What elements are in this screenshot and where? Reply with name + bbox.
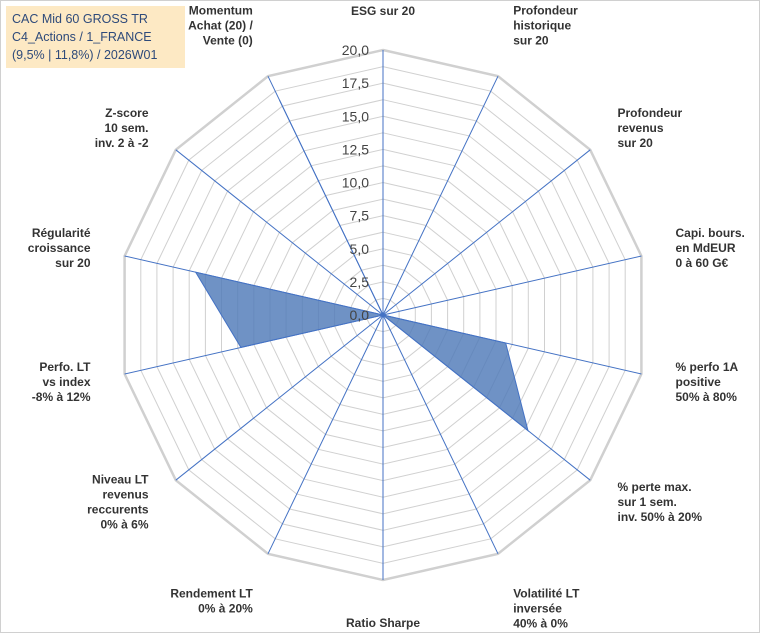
axis-label-line: -8% à 12% — [32, 390, 91, 404]
tick-label: 0,0 — [350, 307, 370, 323]
axis-label: Profondeur historique sur 20 — [513, 4, 578, 48]
axis-label-line: Vente (0) — [203, 34, 253, 48]
axis-label-line: revenus — [102, 488, 148, 502]
axis-label-line: % perte max. — [618, 480, 692, 494]
axis-label-line: 0 à 60 G€ — [676, 256, 729, 270]
axis-label-line: reccurents — [87, 503, 149, 517]
tick-label: 5,0 — [350, 241, 370, 257]
axis-label-line: Ratio Sharpe — [346, 616, 420, 630]
axis-label-line: Rendement LT — [170, 586, 253, 600]
axis-label-line: inv. 2 à -2 — [95, 136, 149, 150]
axis-label-line: sur 20 — [618, 136, 654, 150]
axis-label-line: sur 1 sem. — [618, 495, 677, 509]
axis-label-line: historique — [513, 19, 571, 33]
axis-spoke — [382, 255, 642, 316]
axis-label-line: Profondeur — [618, 106, 683, 120]
tick-label: 2,5 — [350, 274, 370, 290]
axis-spoke — [382, 149, 591, 316]
axis-spoke — [175, 314, 384, 481]
axis-label-line: Achat (20) / — [188, 19, 253, 33]
tick-label: 20,0 — [342, 42, 369, 58]
tick-label: 7,5 — [350, 208, 370, 224]
axis-label-line: Profondeur — [513, 4, 578, 18]
axis-label: Perfo. LT vs index -8% à 12% — [32, 360, 91, 404]
axis-spoke — [382, 314, 499, 555]
axis-label-line: Z-score — [105, 106, 149, 120]
chart-title-line-2: C4_Actions / 1_FRANCE — [12, 30, 152, 44]
axis-label-line: en MdEUR — [676, 241, 736, 255]
axis-label-line: Perfo. LT — [39, 360, 91, 374]
axis-label: Rendement LT 0% à 20% — [170, 586, 253, 615]
axis-label-line: positive — [676, 375, 722, 389]
axis-spoke — [382, 75, 499, 316]
axis-label: Profondeur revenus sur 20 — [618, 106, 683, 150]
chart-title-line-1: CAC Mid 60 GROSS TR — [12, 12, 148, 26]
axis-spoke — [175, 149, 384, 316]
axis-label-line: Note — [370, 0, 397, 3]
axis-label-line: Capi. bours. — [676, 226, 745, 240]
axis-spoke — [267, 314, 384, 555]
axis-label: Volatilité LT inversée 40% à 0% — [513, 586, 580, 630]
tick-label: 17,5 — [342, 75, 369, 91]
axis-label: Z-score 10 sem. inv. 2 à -2 — [95, 106, 149, 150]
axis-label: Momentum Achat (20) / Vente (0) — [188, 4, 253, 48]
axis-label-line: inversée — [513, 601, 562, 615]
chart-title-box: CAC Mid 60 GROSS TR C4_Actions / 1_FRANC… — [6, 6, 185, 68]
axis-label-line: vs index — [42, 375, 90, 389]
axis-label-line: ESG sur 20 — [351, 4, 415, 18]
axis-label-line: 0% à 6% — [100, 518, 148, 532]
axis-label-line: 40% à 0% — [513, 616, 568, 630]
axis-label-line: Momentum — [189, 4, 253, 18]
axis-label-line: 10 sem. — [104, 121, 148, 135]
tick-label: 15,0 — [342, 108, 369, 124]
axis-label: % perte max. sur 1 sem. inv. 50% à 20% — [618, 480, 703, 524]
axis-label-line: inv. 50% à 20% — [618, 510, 703, 524]
axis-label-line: revenus — [618, 121, 664, 135]
axis-label: Niveau LT revenus reccurents 0% à 6% — [87, 473, 149, 532]
axis-label: NoteESG sur 20 — [351, 0, 415, 18]
axis-label-line: Niveau LT — [92, 473, 149, 487]
axis-label: Ratio Sharpe0 à 1 — [346, 616, 420, 633]
radar-series — [194, 99, 529, 531]
axis-label: % perfo 1A positive 50% à 80% — [676, 360, 739, 404]
axis-label-line: 0 à 1 — [370, 631, 397, 633]
axis-label-line: % perfo 1A — [676, 360, 739, 374]
axis-label-line: 0% à 20% — [198, 601, 253, 615]
series-area — [194, 99, 529, 531]
axis-label-line: sur 20 — [513, 34, 549, 48]
chart-title-line-3: (9,5% | 11,8%) / 2026W01 — [12, 48, 158, 62]
tick-label: 10,0 — [342, 175, 369, 191]
radial-tick-labels: 0,0 2,5 5,0 7,5 10,0 12,5 15,0 17,5 20,0 — [342, 42, 369, 323]
axis-label: Capi. bours. en MdEUR 0 à 60 G€ — [676, 226, 745, 270]
axis-label: Régularité croissance sur 20 — [28, 226, 91, 270]
axis-label-line: 50% à 80% — [676, 390, 738, 404]
axis-label-line: sur 20 — [55, 256, 91, 270]
axis-label-line: Volatilité LT — [513, 586, 580, 600]
axis-label-line: Régularité — [32, 226, 91, 240]
axis-label-line: croissance — [28, 241, 91, 255]
tick-label: 12,5 — [342, 141, 369, 157]
